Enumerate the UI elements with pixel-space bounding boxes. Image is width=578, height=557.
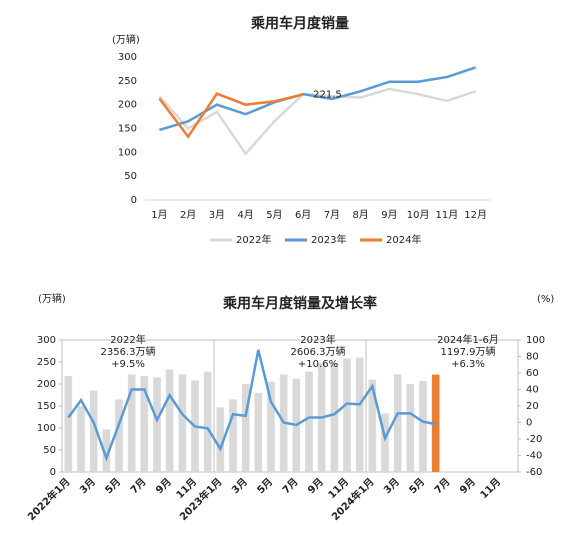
- annotation: 2023年: [300, 333, 335, 346]
- x-tick-label: 6月: [295, 209, 311, 221]
- y-tick-label: 0: [131, 195, 137, 206]
- x-tick-label: 9月: [381, 209, 397, 221]
- legend-label: 2024年: [386, 233, 421, 246]
- bar: [229, 399, 237, 472]
- y2-tick-label: 40: [526, 385, 539, 396]
- legend-label: 2023年: [311, 233, 346, 246]
- annotation: 2356.3万辆: [101, 345, 156, 358]
- x-tick-label: 9月: [153, 476, 173, 496]
- annotation: +10.6%: [298, 359, 338, 370]
- bar: [178, 374, 187, 472]
- x-tick-label: 9月: [457, 476, 477, 496]
- x-tick-label: 7月: [280, 476, 300, 496]
- bar: [241, 384, 250, 472]
- x-tick-label: 5月: [103, 476, 123, 496]
- annotation: 1197.9万辆: [441, 345, 496, 358]
- bar: [406, 384, 415, 472]
- y-tick-label: 200: [37, 379, 56, 390]
- bar: [267, 381, 275, 472]
- bar: [355, 357, 364, 472]
- bar: [368, 379, 377, 472]
- bar: [115, 399, 123, 472]
- line: [159, 66, 477, 132]
- x-tick-label: 5月: [407, 476, 427, 496]
- y-tick-label: 100: [118, 147, 137, 158]
- y2-tick-label: -20: [526, 434, 542, 445]
- bar: [140, 376, 149, 472]
- x-tick-label: 7月: [128, 476, 148, 496]
- x-tick-label: 3月: [381, 476, 401, 496]
- y-tick-label: 200: [118, 100, 137, 111]
- bar: [393, 374, 402, 472]
- annotation: 2022年: [110, 333, 145, 346]
- bar: [89, 390, 98, 472]
- annotation: 2606.3万辆: [291, 345, 346, 358]
- y2-tick-label: 0: [526, 418, 532, 429]
- x-tick-label: 3月: [209, 209, 225, 221]
- x-tick-label: 9月: [305, 476, 325, 496]
- bar: [216, 407, 225, 472]
- x-tick-label: 1月: [151, 209, 167, 221]
- y-tick-label: 250: [118, 76, 137, 87]
- x-tick-label: 5月: [255, 476, 275, 496]
- x-tick-label: 7月: [432, 476, 452, 496]
- y-tick-label: 150: [118, 124, 137, 135]
- chart-title: 乘用车月度销量及增长率: [222, 295, 377, 312]
- data-label: 221.5: [313, 89, 342, 100]
- y-tick-label: 150: [37, 401, 56, 412]
- x-tick-label: 11月: [478, 476, 503, 501]
- y-tick-label: 300: [37, 335, 56, 346]
- y-tick-label: 50: [43, 445, 56, 456]
- bar: [127, 374, 136, 472]
- x-tick-label: 12月: [464, 209, 487, 221]
- x-tick-label: 8月: [352, 209, 368, 221]
- y-unit: (万辆): [112, 33, 140, 46]
- x-tick-label: 11月: [436, 209, 459, 221]
- bar: [254, 392, 263, 472]
- x-tick-label: 7月: [324, 209, 340, 221]
- y-tick-label: 300: [118, 52, 137, 63]
- x-tick-label: 10月: [407, 209, 430, 221]
- bar: [305, 371, 313, 472]
- y2-tick-label: -60: [526, 467, 542, 478]
- y2-unit: (%): [537, 294, 554, 305]
- x-tick-label: 2月: [180, 209, 196, 221]
- y-tick-label: 250: [37, 357, 56, 368]
- y-tick-label: 100: [37, 423, 56, 434]
- bar: [419, 380, 427, 472]
- line: [158, 87, 477, 156]
- bar: [330, 362, 339, 472]
- y2-tick-label: 100: [526, 335, 545, 346]
- bar: [165, 369, 174, 472]
- y2-tick-label: 80: [526, 352, 539, 363]
- y2-tick-label: 60: [526, 368, 539, 379]
- bar: [64, 376, 73, 472]
- annotation: 2024年1-6月: [437, 333, 499, 346]
- x-tick-label: 2022年1月: [25, 475, 73, 523]
- chart-title: 乘用车月度销量: [250, 15, 349, 32]
- bar: [77, 406, 85, 472]
- y-tick-label: 50: [124, 171, 137, 182]
- x-tick-label: 4月: [237, 209, 253, 221]
- x-tick-label: 5月: [266, 209, 282, 221]
- bar: [343, 358, 351, 472]
- y-tick-label: 0: [50, 467, 56, 478]
- bar: [153, 377, 161, 472]
- annotation: +9.5%: [111, 359, 145, 370]
- legend-label: 2022年: [236, 233, 271, 246]
- x-tick-label: 3月: [229, 476, 249, 496]
- bar: [381, 413, 389, 472]
- x-tick-label: 3月: [77, 476, 97, 496]
- y2-tick-label: -40: [526, 451, 542, 462]
- bar: [203, 371, 212, 472]
- line: [67, 349, 436, 462]
- annotation: +6.3%: [451, 359, 485, 370]
- y-unit: (万辆): [38, 292, 66, 305]
- y2-tick-label: 20: [526, 401, 539, 412]
- bar: [102, 429, 111, 472]
- line: [158, 92, 304, 139]
